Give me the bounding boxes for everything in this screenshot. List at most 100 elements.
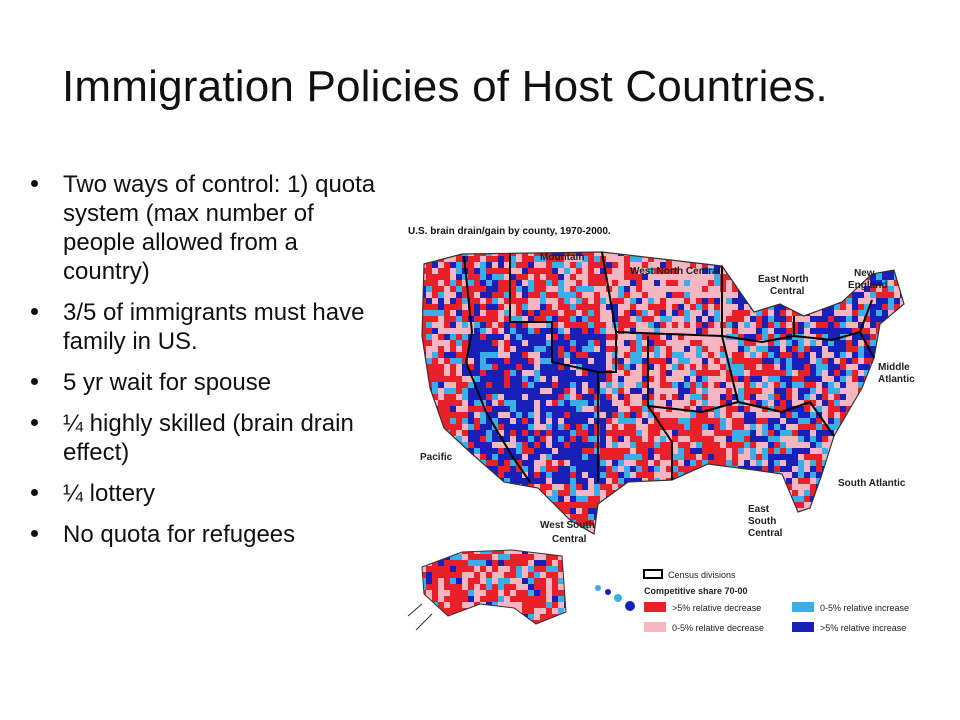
county-tile: [672, 454, 679, 461]
county-tile: [792, 394, 799, 401]
county-tile: [822, 448, 829, 455]
county-tile: [450, 442, 457, 449]
county-tile: [906, 508, 912, 514]
county-tile: [876, 442, 883, 449]
county-tile: [672, 268, 679, 275]
county-tile: [510, 340, 517, 347]
county-tile: [804, 256, 811, 263]
county-tile: [426, 436, 433, 443]
county-tile: [582, 352, 589, 359]
county-tile: [522, 304, 529, 311]
county-tile: [684, 532, 691, 534]
county-tile: [546, 572, 553, 579]
county-tile: [618, 252, 625, 257]
county-tile: [834, 292, 841, 299]
county-tile: [492, 388, 499, 395]
county-tile: [726, 514, 733, 521]
county-tile: [810, 472, 817, 479]
county-tile: [666, 466, 673, 473]
county-tile: [642, 520, 649, 527]
county-tile: [756, 496, 763, 503]
county-tile: [828, 460, 835, 467]
county-tile: [534, 382, 541, 389]
county-tile: [426, 316, 433, 323]
county-tile: [696, 430, 703, 437]
county-tile: [870, 436, 877, 443]
county-tile: [738, 424, 745, 431]
county-tile: [666, 472, 673, 479]
county-tile: [882, 514, 889, 521]
county-tile: [456, 526, 463, 533]
county-tile: [444, 412, 451, 419]
region-label-new-england-2: England: [848, 280, 887, 291]
county-tile: [762, 496, 769, 503]
county-tile: [552, 424, 559, 431]
county-tile: [432, 560, 439, 567]
county-tile: [438, 316, 445, 323]
county-tile: [852, 496, 859, 503]
county-tile: [828, 514, 835, 521]
county-tile: [870, 502, 877, 509]
county-tile: [438, 566, 445, 573]
county-tile: [834, 274, 841, 281]
county-tile: [552, 400, 559, 407]
county-tile: [576, 508, 583, 515]
county-tile: [510, 578, 517, 585]
county-tile: [504, 274, 511, 281]
county-tile: [570, 502, 577, 509]
county-tile: [822, 376, 829, 383]
county-tile: [738, 412, 745, 419]
county-tile: [456, 340, 463, 347]
county-tile: [540, 466, 547, 473]
county-tile: [846, 322, 853, 329]
county-tile: [852, 460, 859, 467]
county-tile: [906, 424, 912, 430]
county-tile: [612, 310, 619, 317]
county-tile: [906, 412, 912, 418]
county-tile: [618, 424, 625, 431]
county-tile: [648, 358, 655, 365]
county-tile: [468, 550, 475, 555]
county-tile: [558, 292, 565, 299]
county-tile: [426, 590, 433, 597]
county-tile: [534, 252, 541, 257]
county-tile: [762, 286, 769, 293]
county-tile: [852, 520, 859, 527]
county-tile: [450, 406, 457, 413]
county-tile: [522, 328, 529, 335]
county-tile: [768, 322, 775, 329]
county-tile: [906, 250, 912, 256]
county-tile: [468, 566, 475, 573]
county-tile: [558, 316, 565, 323]
county-tile: [594, 502, 601, 509]
county-tile: [534, 262, 541, 269]
county-tile: [708, 430, 715, 437]
county-tile: [690, 310, 697, 317]
county-tile: [558, 268, 565, 275]
county-tile: [450, 502, 457, 509]
county-tile: [906, 394, 912, 400]
county-tile: [684, 262, 691, 269]
county-tile: [804, 376, 811, 383]
county-tile: [612, 370, 619, 377]
county-tile: [726, 316, 733, 323]
county-tile: [486, 406, 493, 413]
county-tile: [714, 268, 721, 275]
county-tile: [714, 406, 721, 413]
county-tile: [738, 256, 745, 263]
county-tile: [462, 400, 469, 407]
county-tile: [660, 472, 667, 479]
county-tile: [528, 268, 535, 275]
county-tile: [702, 280, 709, 287]
county-tile: [492, 490, 499, 497]
county-tile: [540, 286, 547, 293]
county-tile: [552, 608, 559, 615]
county-tile: [438, 430, 445, 437]
county-tile: [678, 514, 685, 521]
county-tile: [804, 418, 811, 425]
county-tile: [474, 614, 481, 621]
county-tile: [714, 520, 721, 527]
county-tile: [756, 424, 763, 431]
county-tile: [786, 514, 793, 521]
county-tile: [720, 388, 727, 395]
